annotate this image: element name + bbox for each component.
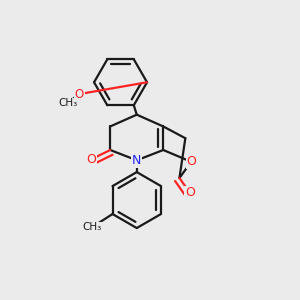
- Text: O: O: [75, 88, 84, 100]
- Text: CH₃: CH₃: [58, 98, 77, 108]
- Text: CH₃: CH₃: [82, 222, 101, 232]
- Text: O: O: [185, 186, 195, 199]
- Text: O: O: [186, 155, 196, 168]
- Text: O: O: [86, 153, 96, 166]
- Text: N: N: [132, 154, 141, 167]
